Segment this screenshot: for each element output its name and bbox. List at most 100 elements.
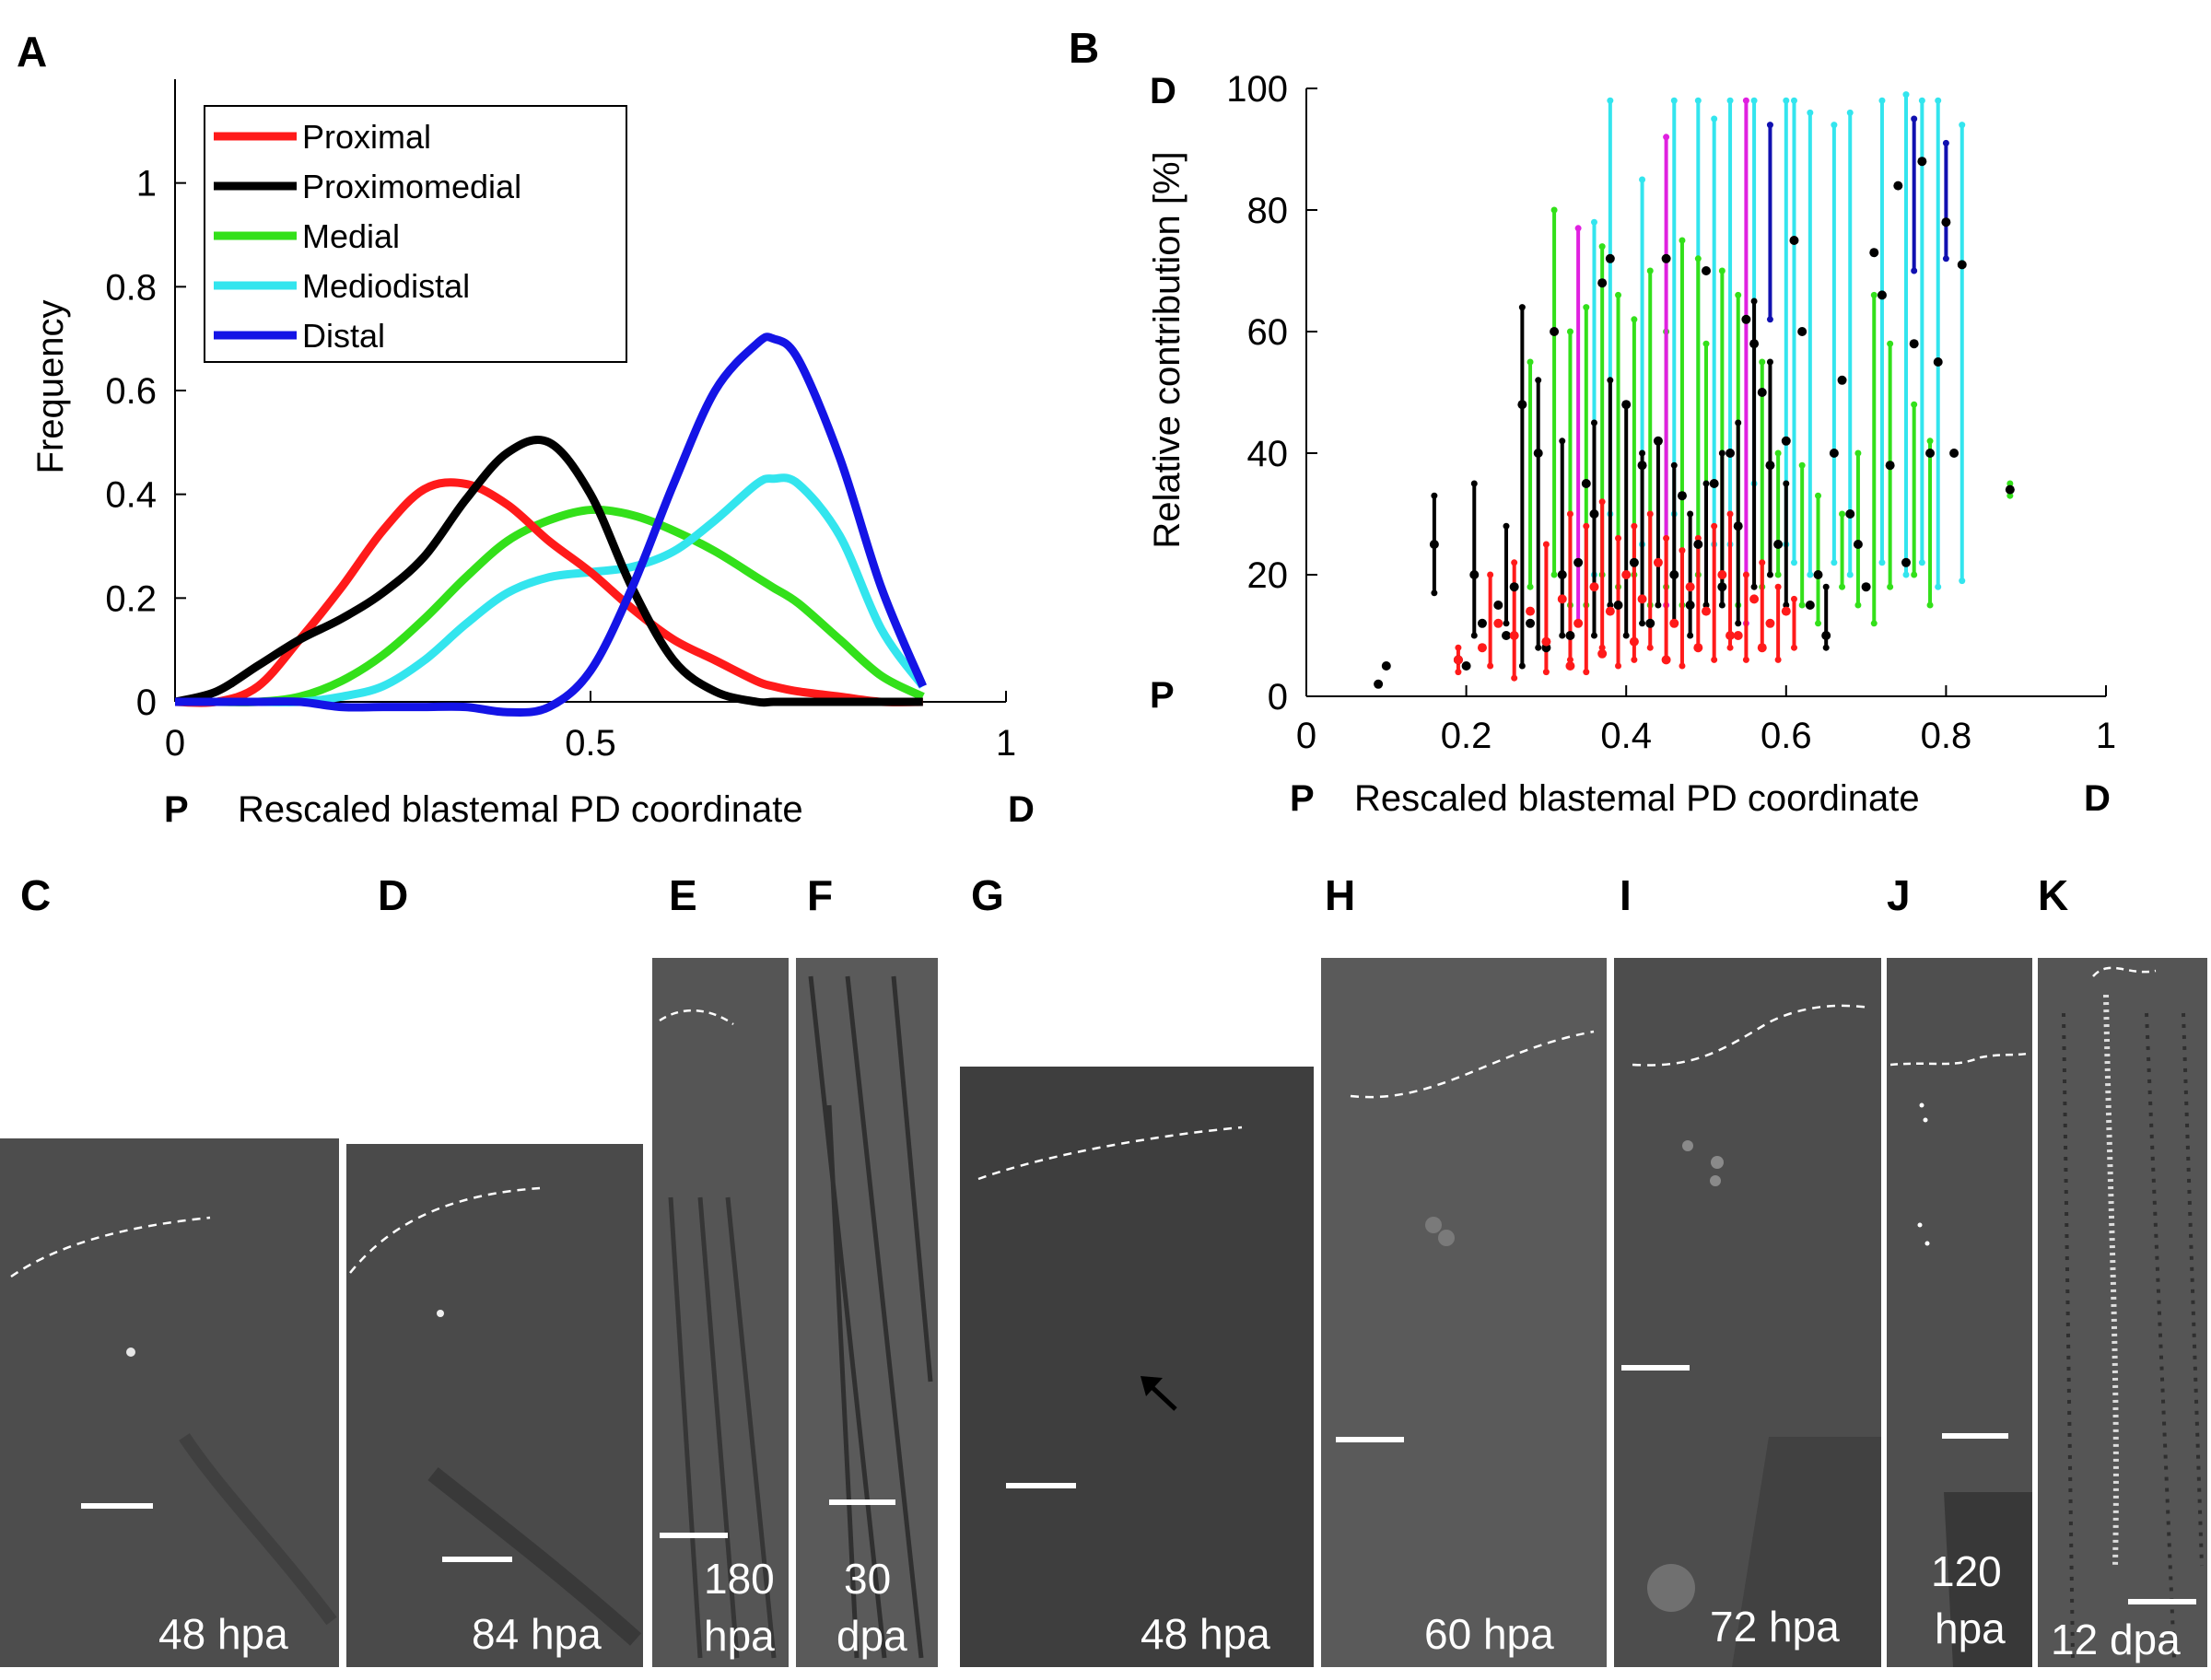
point-proximal: [1693, 643, 1703, 653]
point-proximomedial: [1526, 618, 1536, 628]
panel-b-axes: 0 20 40 60 80 100 0 0.2 0.4 0.6 0.8 1: [1226, 69, 2116, 756]
interval-end-low: [1590, 632, 1597, 639]
x-tick-label: 0.5: [565, 723, 616, 764]
point-proximomedial: [1533, 449, 1543, 458]
interval-end-low: [1750, 583, 1758, 590]
interval-end-high: [1574, 225, 1582, 232]
point-proximomedial: [1789, 236, 1799, 245]
point-proximomedial: [1861, 582, 1871, 592]
interval-end-high: [1902, 91, 1910, 99]
point-proximomedial: [1502, 631, 1511, 640]
point-proximomedial: [1693, 540, 1703, 549]
interval-end-low: [1527, 583, 1534, 590]
point-proximal: [1541, 636, 1551, 647]
interval-end-low: [1831, 559, 1838, 566]
point-proximomedial: [1949, 449, 1959, 458]
panel-a-legend: Proximal Proximomedial Medial Mediodistal Di…: [204, 105, 627, 363]
interval-end-high: [1694, 534, 1702, 542]
panel-label-i: I: [1620, 871, 1632, 919]
interval-end-high: [1566, 510, 1573, 518]
panel-b-intervals: [1431, 91, 2014, 682]
point-proximomedial: [1589, 509, 1599, 519]
interval-end-high: [2006, 480, 2014, 487]
timepoint-label-h: 60 hpa: [1424, 1610, 1554, 1658]
timepoint-label-k: 12 dpa: [2051, 1616, 2181, 1663]
micrograph-j: 120 hpa: [1887, 958, 2032, 1667]
interval-end-low: [1790, 644, 1797, 651]
panel-label-f: F: [807, 871, 833, 919]
interval-end-low: [1815, 620, 1822, 627]
point-proximal: [1757, 643, 1767, 653]
panel-b-points: [1374, 157, 2015, 689]
interval-end-low: [1790, 559, 1797, 566]
point-proximomedial: [1781, 436, 1791, 446]
point-proximal: [1629, 636, 1639, 647]
interval-end-high: [1631, 522, 1638, 530]
point-proximomedial: [2005, 484, 2015, 495]
interval-end-low: [1766, 571, 1773, 578]
x-tick-label: 1: [996, 723, 1016, 764]
interval-end-low: [1598, 644, 1606, 651]
x-tick-label: 0.6: [1761, 716, 1812, 756]
curve-proximomedial: [173, 435, 923, 707]
point-proximomedial: [1741, 314, 1751, 324]
point-proximomedial: [1645, 618, 1655, 628]
interval-end-low: [1487, 662, 1494, 670]
point-proximomedial: [1661, 253, 1671, 263]
y-tick-label: 0: [136, 682, 157, 723]
interval-end-high: [1535, 377, 1542, 384]
point-proximomedial: [1573, 557, 1584, 567]
interval-end-low: [1918, 559, 1925, 566]
interval-end-high: [1774, 449, 1782, 457]
timepoint-label-f-line2: dpa: [836, 1612, 907, 1660]
interval-end-high: [1527, 358, 1534, 366]
point-proximomedial: [1637, 461, 1647, 471]
x-tick-label: 0: [165, 723, 185, 764]
interval-end-high: [1790, 97, 1797, 104]
point-proximomedial: [1813, 570, 1823, 579]
scale-bar: [1942, 1433, 2008, 1439]
interval-end-low: [1807, 571, 1814, 578]
interval-end-high: [1702, 340, 1710, 347]
y-tick-label: 0.8: [105, 267, 157, 308]
point-proximal: [1589, 582, 1599, 592]
panel-a-axes: 0 0.2 0.4 0.6 0.8 1 0 0.5 1: [105, 79, 1016, 764]
y-tick-label: 40: [1247, 434, 1289, 474]
interval-end-high: [1711, 522, 1718, 530]
interval-end-high: [1694, 97, 1702, 104]
interval-end-high: [1679, 547, 1686, 554]
x-tick-label: 0.4: [1600, 716, 1652, 756]
interval-end-high: [1854, 449, 1862, 457]
point-proximal: [1509, 631, 1519, 640]
interval-end-low: [1735, 620, 1742, 627]
scale-bar: [660, 1533, 728, 1538]
interval-end-low: [1822, 644, 1830, 651]
scale-bar: [1336, 1437, 1404, 1442]
interval-end-low: [1639, 620, 1646, 627]
interval-end-high: [1607, 377, 1614, 384]
interval-end-high: [1750, 97, 1758, 104]
point-proximomedial: [1653, 436, 1663, 446]
interval-end-high: [1822, 583, 1830, 590]
scale-bar: [442, 1557, 512, 1562]
point-proximomedial: [1469, 570, 1480, 579]
interval-end-high: [1670, 97, 1678, 104]
interval-end-high: [1735, 291, 1742, 298]
scale-bar: [829, 1499, 895, 1505]
scale-bar: [81, 1503, 153, 1509]
panel-a-x-left-end: P: [164, 789, 189, 830]
interval-end-low: [1902, 571, 1910, 578]
interval-end-high: [1726, 510, 1734, 518]
interval-end-low: [1503, 620, 1510, 627]
interval-end-low: [1470, 632, 1478, 639]
micrograph-f: 30 dpa: [796, 958, 938, 1667]
point-proximomedial: [1829, 449, 1839, 458]
interval-end-high: [1607, 97, 1614, 104]
timepoint-label-f-line1: 30: [844, 1555, 891, 1603]
interval-end-low: [1687, 632, 1694, 639]
curve-medial: [175, 505, 925, 706]
interval-end-high: [1455, 644, 1462, 651]
interval-end-low: [1679, 662, 1686, 670]
y-tick-label: 80: [1247, 191, 1289, 231]
micrograph-i: 72 hpa: [1614, 958, 1881, 1667]
